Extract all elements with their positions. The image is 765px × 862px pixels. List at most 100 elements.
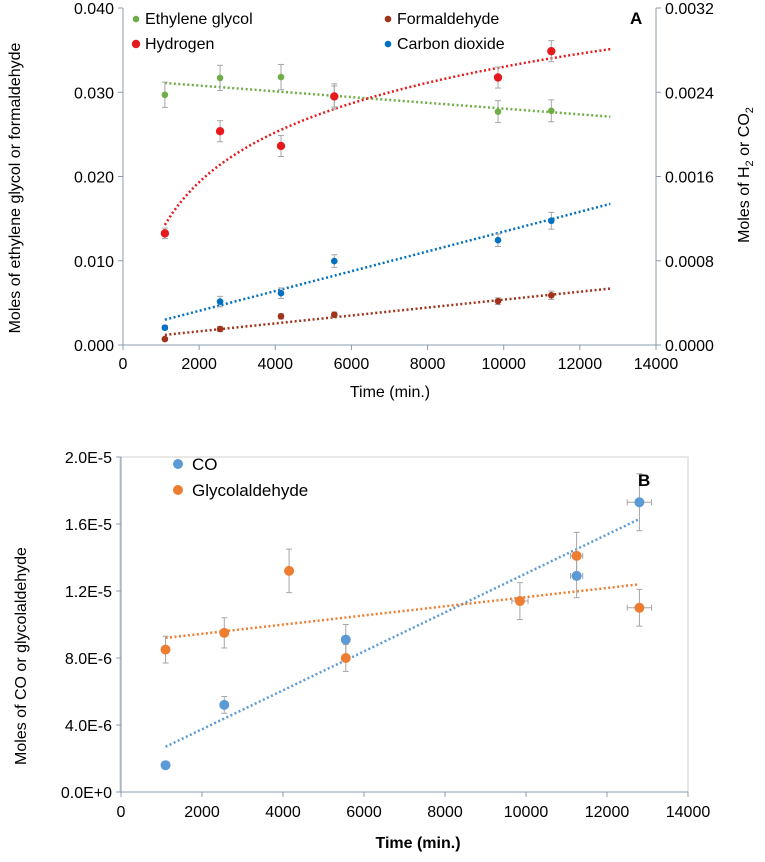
panel-b-point-co (219, 699, 230, 710)
panel-b-label: B (638, 471, 650, 490)
panel-a-point-hydrogen (215, 127, 225, 136)
panel-a-y-left-axis-label: Moles of ethylene glycol or formaldehyde (7, 42, 24, 333)
panel-a-point-ethylene-glycol (216, 74, 224, 82)
panel-a-point-ethylene-glycol (494, 108, 502, 115)
panel-a-y-right-axis-label-sub: 2 (744, 160, 756, 166)
panel-b-y-tick-label: 1.2E-5 (65, 584, 112, 601)
panel-b-x-tick-label: 8000 (427, 804, 463, 821)
panel-a-point-ethylene-glycol (161, 91, 169, 99)
panel-a-legend-marker-formaldehyde (384, 15, 392, 23)
panel-a-legend-marker-carbon-dioxide (384, 40, 392, 48)
panel-a-y-left-tick-label: 0.040 (74, 1, 114, 18)
panel-a-legend-label-carbon-dioxide: Carbon dioxide (397, 36, 505, 53)
panel-b-y-tick-label: 1.6E-5 (65, 517, 112, 534)
panel-a-point-hydrogen (493, 73, 503, 82)
panel-a-point-carbon-dioxide (548, 217, 555, 225)
panel-b-x-tick-label: 4000 (265, 804, 301, 821)
panel-a-point-carbon-dioxide (216, 298, 224, 305)
panel-a-point-carbon-dioxide (277, 289, 285, 297)
panel-a-x-tick-label: 12000 (558, 356, 603, 373)
panel-b-x-tick-label: 6000 (346, 804, 382, 821)
panel-a-legend-label-ethylene-glycol: Ethylene glycol (145, 11, 253, 28)
panel-a-trendline-hydrogen (163, 47, 611, 226)
panel-a-y-right-tick-label: 0.0000 (665, 338, 714, 355)
panel-a-point-hydrogen (276, 141, 286, 151)
panel-b-x-tick-label: 10000 (504, 804, 549, 821)
panel-b-point-glycolaldehyde (160, 644, 171, 655)
panel-a-x-tick-label: 10000 (481, 356, 526, 373)
panel-a-y-right-axis-label-main: Moles of H (736, 166, 753, 242)
panel-b-x-tick-label: 14000 (666, 804, 711, 821)
panel-a-legend-marker-hydrogen (131, 39, 141, 49)
panel-a-chart: 0 2000 4000 6000 8000 10000 12000 14000 0.000 0.0… (7, 1, 756, 401)
panel-a-point-hydrogen (160, 229, 170, 238)
panel-a-y-left-tick-label: 0.000 (74, 338, 114, 355)
panel-a-x-tick-label: 6000 (334, 356, 370, 373)
panel-a-point-ethylene-glycol (277, 73, 285, 81)
panel-b-y-tick-label: 8.0E-6 (65, 651, 112, 668)
panel-a-point-hydrogen (330, 92, 339, 101)
panel-a-point-hydrogen (547, 46, 556, 56)
panel-b-point-glycolaldehyde (514, 596, 525, 607)
panel-a-y-right-tick-label: 0.0024 (665, 85, 714, 102)
panel-a-trendline-formaldehyde (164, 287, 611, 337)
panel-b-x-axis-label: Time (min.) (375, 835, 460, 852)
panel-a-x-tick-label: 8000 (410, 356, 446, 373)
panel-a-point-carbon-dioxide (161, 324, 169, 332)
panel-a-y-right-axis-label: Moles of H2 or CO2 (736, 107, 756, 243)
panel-a-legend-label-formaldehyde: Formaldehyde (397, 11, 499, 28)
panel-a-trendline-ethylene-glycol (164, 81, 611, 118)
panel-b-point-glycolaldehyde (284, 565, 295, 576)
panel-a-point-formaldehyde (548, 291, 555, 299)
panel-a-x-tick-label: 0 (119, 356, 128, 373)
panel-a-point-formaldehyde (330, 311, 338, 318)
panel-a-point-formaldehyde (494, 297, 502, 305)
panel-b-legend-label-co: CO (192, 455, 218, 474)
panel-b-point-glycolaldehyde (634, 602, 645, 613)
panel-a-point-carbon-dioxide (494, 236, 502, 244)
panel-a-point-formaldehyde (161, 335, 169, 343)
panel-a-point-formaldehyde (216, 325, 224, 333)
panel-b-point-glycolaldehyde (340, 653, 351, 663)
panel-b-x-tick-label: 2000 (184, 804, 220, 821)
panel-b-chart: 0 2000 4000 6000 8000 10000 12000 14000 0.0E+0 4.… (13, 450, 710, 852)
panel-a-label: A (630, 9, 642, 28)
panel-a-y-right-tick-label: 0.0016 (665, 170, 714, 187)
panel-a-trendline-carbon-dioxide (164, 202, 611, 321)
panel-b-x-tick-label: 12000 (585, 804, 630, 821)
panel-b-legend-marker-glycolaldehyde (173, 485, 183, 495)
panel-b-point-co (634, 497, 645, 508)
panel-b-y-axis-label: Moles of CO or glycolaldehyde (13, 547, 30, 765)
panel-b-trendline-co (165, 517, 640, 748)
panel-b-point-co (340, 634, 351, 645)
panel-b-plot-frame (119, 456, 689, 793)
panel-b-point-co (571, 570, 582, 581)
panel-a-y-left-tick-label: 0.010 (74, 254, 114, 271)
panel-a-legend-marker-ethylene-glycol (132, 15, 140, 23)
panel-b-y-tick-label: 4.0E-6 (65, 718, 112, 735)
panel-a-y-left-tick-label: 0.030 (74, 85, 114, 102)
panel-b-point-glycolaldehyde (219, 627, 230, 638)
panel-b-point-glycolaldehyde (571, 550, 582, 561)
panel-a-y-left-tick-label: 0.020 (74, 170, 114, 187)
panel-a-x-axis-label: Time (min.) (350, 384, 430, 401)
panel-b-trendline-glycolaldehyde (165, 583, 640, 640)
panel-a-x-tick-label: 4000 (257, 356, 293, 373)
panel-a-x-tick-label: 2000 (181, 356, 217, 373)
panel-a-legend-label-hydrogen: Hydrogen (145, 36, 214, 53)
panel-a-y-right-tick-label: 0.0032 (665, 1, 714, 18)
panel-a-x-tick-label: 14000 (634, 356, 679, 373)
panel-a-point-carbon-dioxide (330, 257, 338, 265)
panel-b-y-tick-label: 2.0E-5 (65, 450, 112, 467)
panel-b-point-co (160, 760, 171, 771)
panel-b-legend-marker-co (173, 459, 183, 469)
panel-b-x-tick-label: 0 (117, 804, 126, 821)
panel-b-legend-label-glycolaldehyde: Glycolaldehyde (192, 481, 308, 500)
panel-a-y-right-axis-label-sub2: 2 (744, 107, 756, 113)
panel-b-y-tick-label: 0.0E+0 (61, 785, 112, 802)
panel-a-point-formaldehyde (277, 313, 285, 320)
panel-a-y-right-axis-label-mid: or CO (736, 113, 753, 160)
panel-a-point-ethylene-glycol (548, 107, 555, 115)
panel-a-y-right-tick-label: 0.0008 (665, 254, 714, 271)
